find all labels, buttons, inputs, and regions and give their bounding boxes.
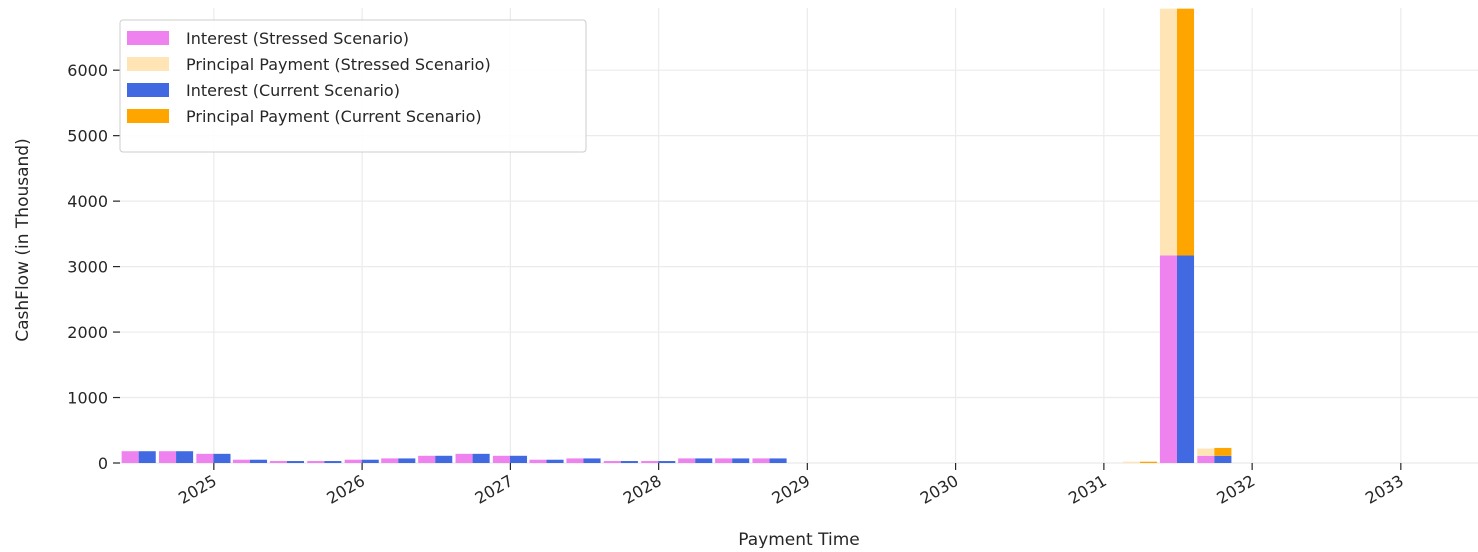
bar-stressed-interest (1159, 255, 1177, 463)
bar-stressed-interest (641, 461, 659, 463)
bar-current-principal (1140, 461, 1158, 463)
x-tick-label: 2032 (1213, 471, 1258, 508)
x-tick-label: 2033 (1362, 471, 1407, 508)
bar-current-principal (1176, 8, 1195, 256)
bar-current-interest (176, 451, 194, 463)
bar-current-interest (1214, 455, 1232, 463)
legend-box (119, 19, 587, 153)
x-tick-label: 2026 (323, 471, 368, 508)
bar-stressed-principal (1197, 448, 1215, 456)
bar-current-interest (620, 461, 638, 463)
bar-current-interest (546, 459, 564, 463)
bar-current-interest (435, 455, 453, 463)
bar-current-interest (398, 458, 416, 463)
y-tick-label: 5000 (67, 127, 108, 146)
bar-stressed-interest (158, 451, 177, 463)
bar-current-interest (213, 453, 231, 463)
bar-stressed-interest (344, 459, 362, 463)
bars (121, 8, 1232, 463)
legend-label: Principal Payment (Stressed Scenario) (186, 55, 491, 74)
legend-label: Interest (Stressed Scenario) (186, 29, 409, 48)
bar-current-interest (138, 451, 156, 463)
y-axis-label: CashFlow (in Thousand) (13, 138, 33, 341)
y-tick-label: 6000 (67, 61, 108, 80)
bar-stressed-interest (566, 458, 584, 463)
bar-stressed-interest (121, 451, 139, 463)
legend-swatch (127, 83, 169, 97)
bar-current-principal (1214, 447, 1232, 456)
bar-current-interest (732, 458, 750, 463)
bar-stressed-interest (529, 459, 547, 463)
x-tick-label: 2029 (769, 471, 814, 508)
bar-current-interest (583, 458, 601, 463)
x-tick-label: 2031 (1065, 471, 1110, 508)
bar-current-interest (324, 461, 342, 463)
bar-stressed-interest (269, 461, 287, 463)
y-tick-label: 3000 (67, 258, 108, 277)
bar-stressed-interest (381, 458, 399, 463)
bar-current-interest (472, 453, 490, 463)
legend-label: Principal Payment (Current Scenario) (186, 107, 482, 126)
bar-current-interest (1176, 255, 1195, 463)
bar-stressed-interest (715, 458, 733, 463)
bar-stressed-principal (1122, 461, 1141, 463)
bar-stressed-interest (307, 461, 325, 463)
x-axis-label: Payment Time (738, 530, 859, 548)
bar-stressed-interest (418, 455, 436, 463)
bar-current-interest (658, 461, 676, 463)
x-tick-label: 2028 (620, 471, 665, 508)
x-tick-label: 2027 (472, 471, 517, 508)
bar-current-interest (286, 461, 305, 463)
bar-current-interest (509, 455, 528, 463)
bar-stressed-interest (752, 458, 770, 463)
x-tick-label: 2025 (175, 471, 220, 508)
legend-swatch (127, 57, 169, 71)
bar-current-interest (695, 458, 713, 463)
bar-stressed-interest (678, 458, 696, 463)
bar-stressed-interest (196, 453, 214, 463)
bar-stressed-interest (603, 461, 621, 463)
bar-stressed-interest (455, 453, 473, 463)
bar-stressed-principal (1159, 8, 1177, 256)
y-tick-label: 1000 (67, 389, 108, 408)
legend-swatch (127, 31, 169, 45)
bar-current-interest (249, 459, 268, 463)
bar-stressed-interest (232, 459, 250, 463)
y-tick-label: 4000 (67, 192, 108, 211)
bar-current-interest (361, 459, 379, 463)
bar-stressed-interest (1197, 455, 1215, 463)
y-tick-label: 2000 (67, 323, 108, 342)
legend-label: Interest (Current Scenario) (186, 81, 400, 100)
x-tick-label: 2030 (917, 471, 962, 508)
y-tick-label: 0 (98, 454, 108, 473)
bar-current-interest (769, 458, 787, 463)
legend: Interest (Stressed Scenario) Principal Pa… (119, 19, 587, 153)
legend-swatch (127, 109, 169, 123)
bar-stressed-interest (492, 455, 510, 463)
